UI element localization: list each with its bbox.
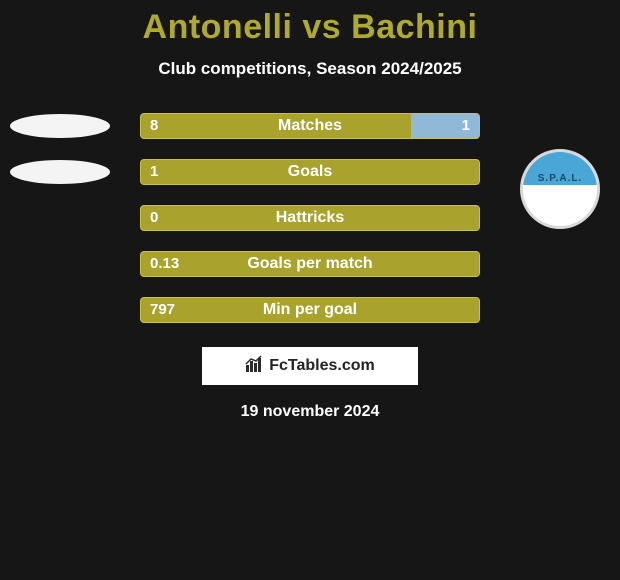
bar-track (140, 251, 480, 277)
bar-track (140, 159, 480, 185)
page-title: Antonelli vs Bachini (0, 8, 620, 47)
fctables-watermark: FcTables.com (202, 347, 418, 385)
content: Antonelli vs Bachini Club competitions, … (0, 0, 620, 421)
bar-track (140, 113, 480, 139)
bar-right-fill (411, 114, 479, 138)
stat-row: Goals per match0.13 (0, 241, 620, 287)
avatar-ellipse (10, 114, 110, 138)
stat-row: Min per goal797 (0, 287, 620, 333)
stat-row: Matches81 (0, 103, 620, 149)
stat-row: Hattricks0 (0, 195, 620, 241)
bar-left-fill (141, 252, 479, 276)
player-avatar-left (10, 114, 110, 138)
date-text: 19 november 2024 (0, 403, 620, 421)
bar-left-fill (141, 114, 411, 138)
badge-text: S.P.A.L. (538, 173, 583, 184)
subtitle: Club competitions, Season 2024/2025 (0, 59, 620, 79)
bar-left-fill (141, 298, 479, 322)
player-avatar-left (10, 160, 110, 184)
bar-left-fill (141, 206, 479, 230)
bar-left-fill (141, 160, 479, 184)
fctables-text: FcTables.com (269, 357, 375, 375)
stat-row: Goals1S.P.A.L. (0, 149, 620, 195)
comparison-rows: Matches81Goals1S.P.A.L.Hattricks0Goals p… (0, 103, 620, 333)
bar-track (140, 205, 480, 231)
bar-chart-icon (245, 355, 265, 378)
bar-track (140, 297, 480, 323)
avatar-ellipse (10, 160, 110, 184)
